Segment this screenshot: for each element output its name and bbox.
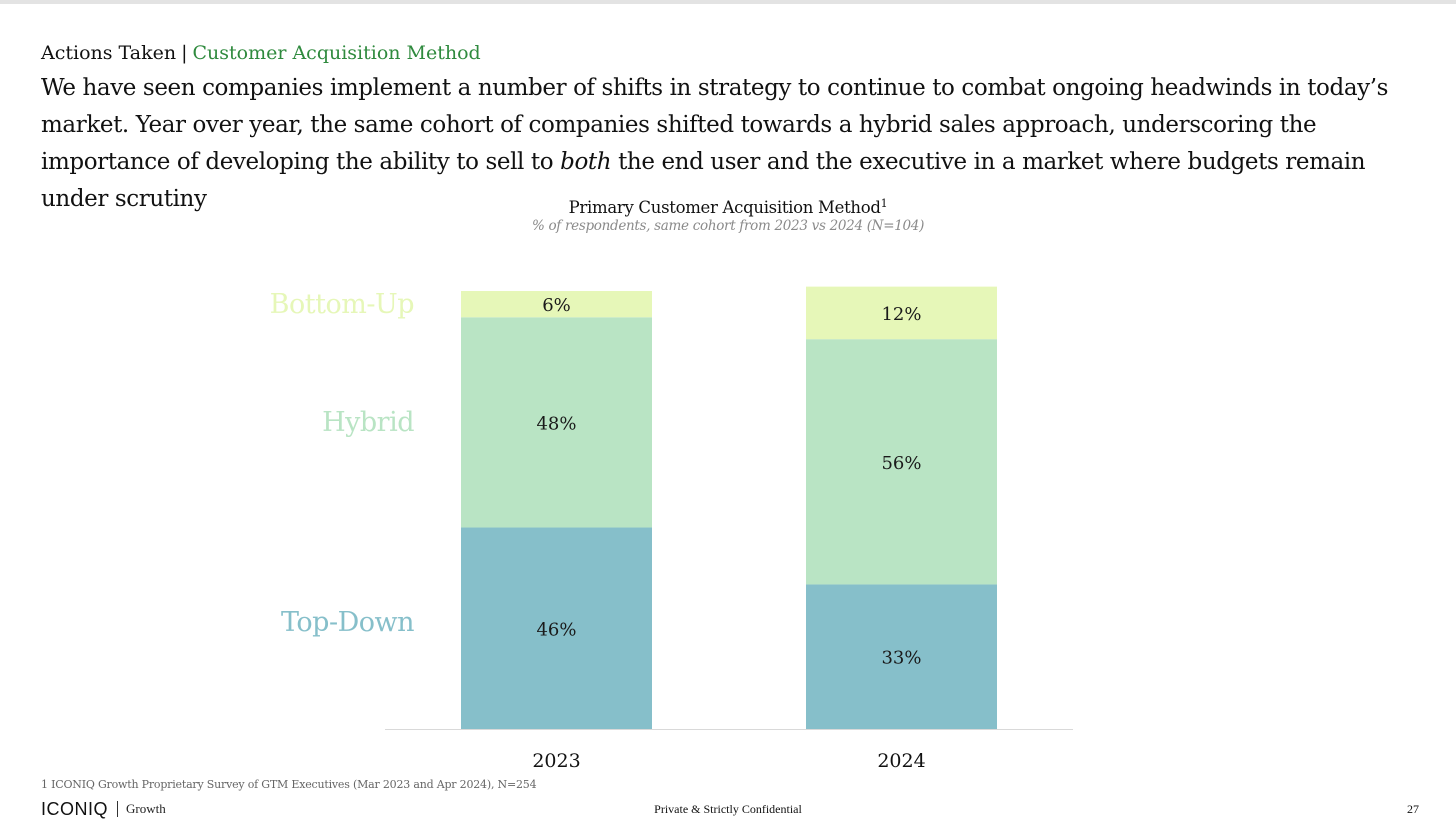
x-tick-label-2023: 2023 [532,750,580,772]
chart-title-text: Primary Customer Acquisition Method [568,198,881,217]
bar-segment-hybrid-2024 [806,339,997,585]
footnote: 1 ICONIQ Growth Proprietary Survey of GT… [41,778,537,791]
headline: We have seen companies implement a numbe… [41,70,1421,218]
headline-text-end: the end user and the executive in a mark… [41,149,1366,212]
section-title: Actions Taken | Customer Acquisition Metho… [41,40,481,66]
legend-label-hybrid: Hybrid [322,407,414,438]
section-separator: | [181,42,188,64]
brand: ICONIQ Growth [41,797,166,821]
bar-segment-bottom-up-2024 [806,286,997,340]
page-number: 27 [1407,802,1419,816]
bar-segment-top-down-2023 [461,527,652,729]
headline-emphasis: both [560,149,612,175]
legend-label-top-down: Top-Down [281,607,414,638]
bar-segment-bottom-up-2023 [461,291,652,318]
data-label-bottom-up-2023: 6% [542,295,571,316]
confidential-notice: Private & Strictly Confidential [654,802,802,816]
data-label-hybrid-2023: 48% [536,413,576,434]
subsection-label: Customer Acquisition Method [192,42,481,64]
top-rule [0,0,1456,4]
data-label-bottom-up-2024: 12% [881,304,921,325]
x-tick-label-2024: 2024 [877,750,925,772]
bar-segment-top-down-2024 [806,584,997,729]
chart-title-footnote-marker: 1 [880,197,888,210]
data-label-top-down-2024: 33% [881,648,921,669]
brand-logo: ICONIQ [41,798,109,819]
data-label-hybrid-2024: 56% [881,453,921,474]
data-label-top-down-2023: 46% [536,619,576,640]
bar-segment-hybrid-2023 [461,317,652,528]
section-label: Actions Taken [41,42,177,64]
brand-divider [117,801,119,817]
chart-subtitle: % of respondents, same cohort from 2023 … [531,218,925,234]
brand-subtitle: Growth [126,801,166,816]
headline-text-start: We have seen companies implement a numbe… [41,75,1389,175]
chart-title: Primary Customer Acquisition Method1 [0,193,1456,219]
legend-label-bottom-up: Bottom-Up [269,289,415,320]
